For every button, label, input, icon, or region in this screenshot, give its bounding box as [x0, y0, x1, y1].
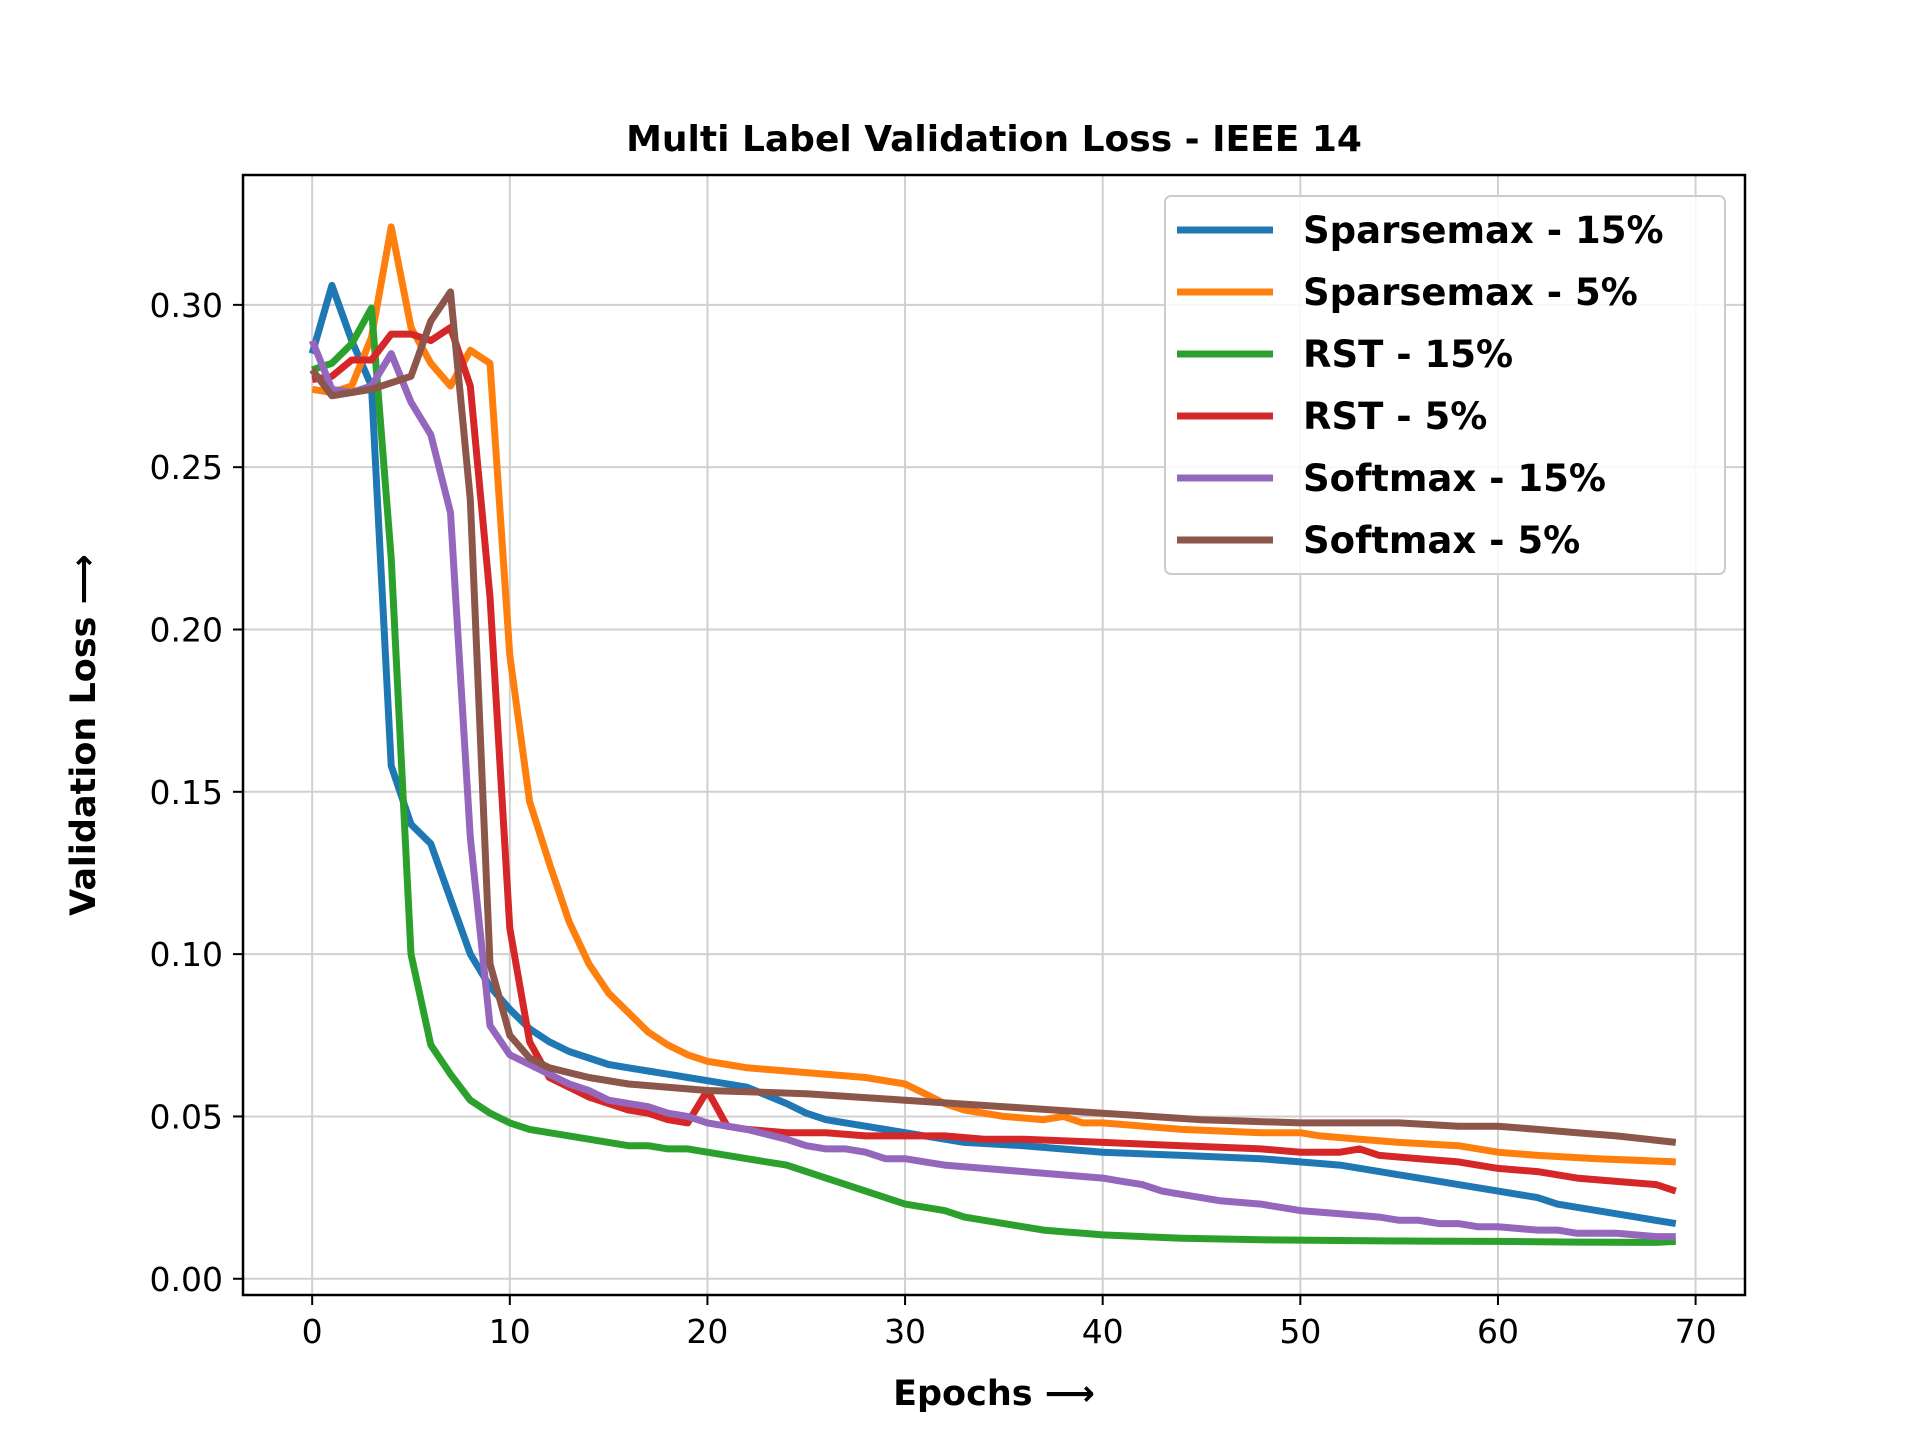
x-tick-label: 50 — [1279, 1312, 1321, 1351]
x-tick-label: 0 — [302, 1312, 323, 1351]
x-tick-label: 70 — [1675, 1312, 1717, 1351]
legend-label-5: Softmax - 15% — [1303, 457, 1606, 500]
x-tick-label: 10 — [489, 1312, 531, 1351]
y-tick-label: 0.00 — [150, 1260, 223, 1299]
y-tick-label: 0.15 — [150, 773, 223, 812]
plot-frame — [241, 173, 1747, 1297]
series-line-6 — [309, 288, 1677, 1146]
x-tick-label: 40 — [1082, 1312, 1124, 1351]
y-tick-label: 0.05 — [150, 1097, 223, 1136]
y-tick-label: 0.25 — [150, 448, 223, 487]
series-line-3 — [311, 304, 1676, 1246]
series-line-1 — [308, 281, 1677, 1228]
chart-title: Multi Label Validation Loss - IEEE 14 — [626, 119, 1362, 160]
y-tick-label: 0.20 — [150, 610, 223, 649]
legend-label-6: Softmax - 5% — [1303, 519, 1580, 562]
y-tick-label: 0.10 — [150, 935, 223, 974]
legend-label-2: Sparsemax - 5% — [1303, 271, 1638, 314]
axis-ticks: 0 10 20 30 40 50 60 70 0.00 0.05 0.10 0.15 0.20 0.25 0… — [150, 286, 1717, 1351]
legend-label-4: RST - 5% — [1303, 395, 1487, 438]
series-group — [308, 223, 1677, 1246]
legend-label-1: Sparsemax - 15% — [1303, 209, 1664, 252]
y-axis-title: Validation Loss ⟶ — [64, 554, 104, 916]
x-tick-label: 60 — [1477, 1312, 1519, 1351]
x-tick-label: 20 — [686, 1312, 728, 1351]
legend-box — [1164, 195, 1726, 575]
legend-label-3: RST - 15% — [1303, 333, 1513, 376]
y-tick-label: 0.30 — [150, 286, 223, 325]
x-tick-label: 30 — [884, 1312, 926, 1351]
x-axis-title: Epochs ⟶ — [893, 1374, 1095, 1414]
legend: Sparsemax - 15% Sparsemax - 5% RST - 15% RS… — [1164, 195, 1726, 575]
series-line-5 — [308, 339, 1676, 1241]
